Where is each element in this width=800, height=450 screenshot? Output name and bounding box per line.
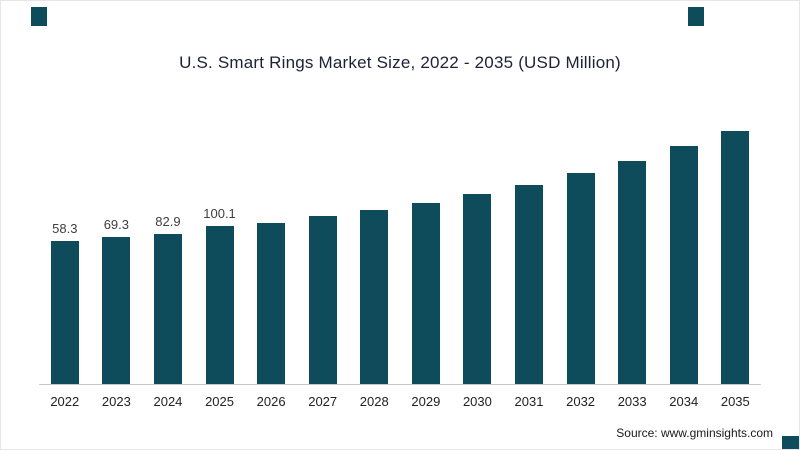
bar-column [555, 153, 607, 384]
bar-column [710, 111, 762, 384]
x-tick-label: 2027 [308, 394, 338, 409]
bar [50, 241, 79, 384]
bar-chart: 58.3 69.3 82.9 100.1 2022 2023 2024 2025 2026 20… [39, 119, 761, 409]
bar [360, 210, 389, 384]
bar-column: 100.1 [194, 206, 246, 384]
bar [618, 161, 647, 384]
bar-column [503, 165, 555, 384]
bar-column: 82.9 [142, 214, 194, 384]
x-tick-label: 2031 [514, 394, 544, 409]
bar-column [348, 190, 400, 384]
bar-column [245, 203, 297, 384]
x-tick-label: 2023 [101, 394, 131, 409]
bar [257, 223, 286, 384]
bar [153, 234, 182, 384]
x-tick-label: 2026 [256, 394, 286, 409]
bar [205, 226, 234, 384]
bar-column [452, 174, 504, 384]
bar-column [606, 141, 658, 384]
x-axis-tick-labels: 2022 2023 2024 2025 2026 2027 2028 2029 2030 2031… [39, 385, 761, 409]
bar-column: 58.3 [39, 221, 91, 384]
bar-column [658, 126, 710, 384]
x-tick-label: 2025 [205, 394, 234, 409]
chart-title: U.S. Smart Rings Market Size, 2022 - 203… [179, 53, 621, 72]
bar [463, 194, 492, 384]
bar [514, 185, 543, 384]
bar [308, 216, 337, 384]
x-tick-label: 2029 [411, 394, 441, 409]
x-tick-label: 2024 [153, 394, 183, 409]
x-tick-label: 2032 [566, 394, 596, 409]
bar [566, 173, 595, 384]
x-tick-label: 2028 [359, 394, 389, 409]
x-tick-label: 2022 [50, 394, 80, 409]
x-tick-label: 2035 [720, 394, 750, 409]
x-tick-label: 2030 [462, 394, 492, 409]
bar-column [400, 183, 452, 384]
bar [411, 203, 440, 384]
accent-square-top-right [688, 7, 704, 26]
bar [669, 146, 698, 384]
accent-square-bottom-right [782, 436, 799, 449]
x-tick-label: 2034 [669, 394, 699, 409]
source-credit: Source: www.gminsights.com [616, 426, 773, 440]
accent-square-top-left [31, 7, 47, 26]
bar-column [297, 196, 349, 384]
bar [721, 131, 750, 384]
bar-value-label: 69.3 [103, 217, 130, 232]
bar-value-label: 82.9 [155, 214, 181, 229]
bar-value-label: 100.1 [203, 206, 236, 221]
bar-column: 69.3 [91, 217, 143, 384]
bar [102, 237, 131, 384]
x-tick-label: 2033 [617, 394, 647, 409]
bar-value-label: 58.3 [52, 221, 78, 236]
plot-area: 58.3 69.3 82.9 100.1 [39, 119, 761, 385]
